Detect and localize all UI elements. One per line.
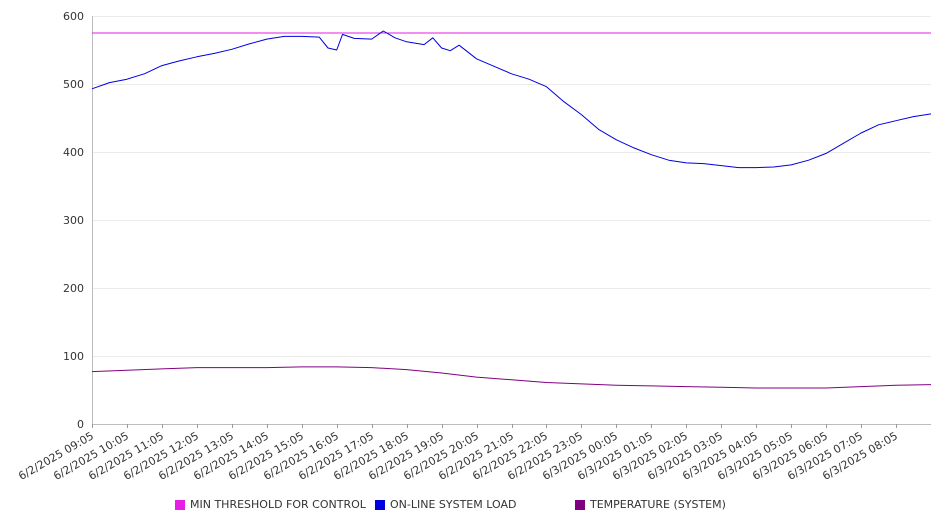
y-tick-label: 0 [77,418,84,431]
legend-swatch-threshold [175,499,185,510]
y-tick-label: 600 [63,10,84,23]
y-tick-label: 500 [63,78,84,91]
series-line-system-load [91,30,932,169]
axes [92,16,931,428]
legend-item-threshold[interactable]: MIN THRESHOLD FOR CONTROL [175,498,366,511]
legend-label-threshold: MIN THRESHOLD FOR CONTROL [190,498,366,511]
y-axis-tick-labels: 0 100 200 300 400 500 600 [63,10,84,431]
legend-item-temperature[interactable]: TEMPERATURE (SYSTEM) [575,498,726,511]
series-lines [91,30,932,389]
legend-label-system-load: ON-LINE SYSTEM LOAD [390,498,517,511]
y-tick-label: 200 [63,282,84,295]
series-line-temperature [91,366,932,389]
y-tick-label: 300 [63,214,84,227]
legend-item-system-load[interactable]: ON-LINE SYSTEM LOAD [375,498,516,511]
y-tick-label: 100 [63,350,84,363]
legend-swatch-temperature [575,499,585,510]
gridlines [92,16,931,357]
legend: MIN THRESHOLD FOR CONTROL ON-LINE SYSTEM… [0,498,946,514]
legend-label-temperature: TEMPERATURE (SYSTEM) [590,498,726,511]
y-tick-label: 400 [63,146,84,159]
legend-swatch-system-load [375,499,385,510]
x-axis-tick-labels: 6/2/2025 09:056/2/2025 10:056/2/2025 11:… [16,429,900,483]
